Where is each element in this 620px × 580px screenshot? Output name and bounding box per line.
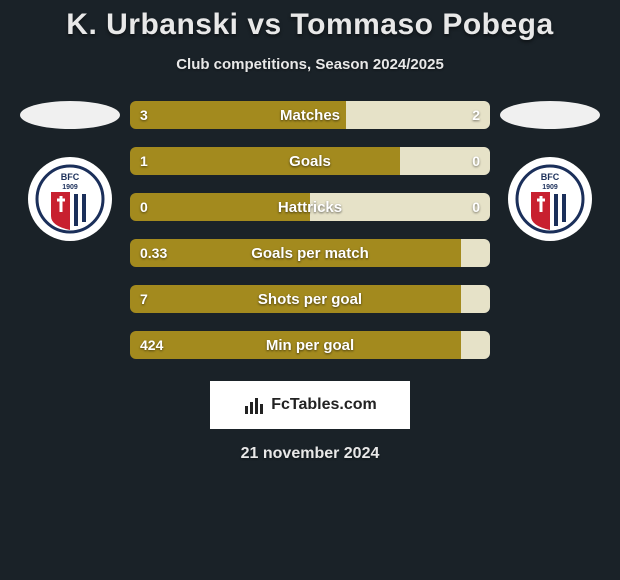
stat-label: Shots per goal bbox=[258, 291, 362, 308]
stat-value-left: 7 bbox=[140, 291, 148, 307]
main-row: BFC 1909 3 2 Matches 1 0 Goals 0 0 Hattricks 0.33… bbox=[0, 101, 620, 359]
stat-bar: 1 0 Goals bbox=[130, 147, 490, 175]
subtitle: Club competitions, Season 2024/2025 bbox=[176, 56, 444, 73]
stat-value-left: 1 bbox=[140, 153, 148, 169]
stat-fill-left bbox=[130, 147, 400, 175]
svg-text:1909: 1909 bbox=[542, 184, 558, 191]
stat-value-left: 3 bbox=[140, 107, 148, 123]
player-right-club-badge: BFC 1909 bbox=[508, 157, 592, 241]
player-right-col: BFC 1909 bbox=[500, 101, 600, 241]
svg-text:BFC: BFC bbox=[541, 172, 560, 182]
stat-fill-right bbox=[346, 101, 490, 129]
bologna-badge-icon: BFC 1909 bbox=[35, 164, 105, 234]
stat-value-right: 2 bbox=[472, 107, 480, 123]
player-left-club-badge: BFC 1909 bbox=[28, 157, 112, 241]
player-left-col: BFC 1909 bbox=[20, 101, 120, 241]
stat-label: Hattricks bbox=[278, 199, 342, 216]
stat-fill-right bbox=[461, 239, 490, 267]
brand-footer[interactable]: FcTables.com bbox=[210, 381, 410, 429]
stat-label: Goals per match bbox=[251, 245, 369, 262]
stat-bar: 424 Min per goal bbox=[130, 331, 490, 359]
stat-bar: 0.33 Goals per match bbox=[130, 239, 490, 267]
stat-fill-right bbox=[461, 285, 490, 313]
page-title: K. Urbanski vs Tommaso Pobega bbox=[66, 8, 553, 42]
bologna-badge-icon: BFC 1909 bbox=[515, 164, 585, 234]
stat-bar: 3 2 Matches bbox=[130, 101, 490, 129]
comparison-card: K. Urbanski vs Tommaso Pobega Club compe… bbox=[0, 0, 620, 463]
player-left-photo bbox=[20, 101, 120, 129]
stat-label: Goals bbox=[289, 153, 331, 170]
stat-value-left: 0.33 bbox=[140, 245, 167, 261]
svg-text:BFC: BFC bbox=[61, 172, 80, 182]
stat-value-left: 424 bbox=[140, 337, 163, 353]
stat-bar: 7 Shots per goal bbox=[130, 285, 490, 313]
date-text: 21 november 2024 bbox=[241, 445, 380, 463]
stat-value-left: 0 bbox=[140, 199, 148, 215]
chart-icon bbox=[243, 394, 265, 416]
stat-label: Min per goal bbox=[266, 337, 354, 354]
stat-fill-right bbox=[461, 331, 490, 359]
stat-bar: 0 0 Hattricks bbox=[130, 193, 490, 221]
stat-value-right: 0 bbox=[472, 153, 480, 169]
stats-column: 3 2 Matches 1 0 Goals 0 0 Hattricks 0.33 Goals per… bbox=[130, 101, 490, 359]
stat-value-right: 0 bbox=[472, 199, 480, 215]
svg-text:1909: 1909 bbox=[62, 184, 78, 191]
stat-label: Matches bbox=[280, 107, 340, 124]
player-right-photo bbox=[500, 101, 600, 129]
brand-text: FcTables.com bbox=[271, 396, 377, 414]
